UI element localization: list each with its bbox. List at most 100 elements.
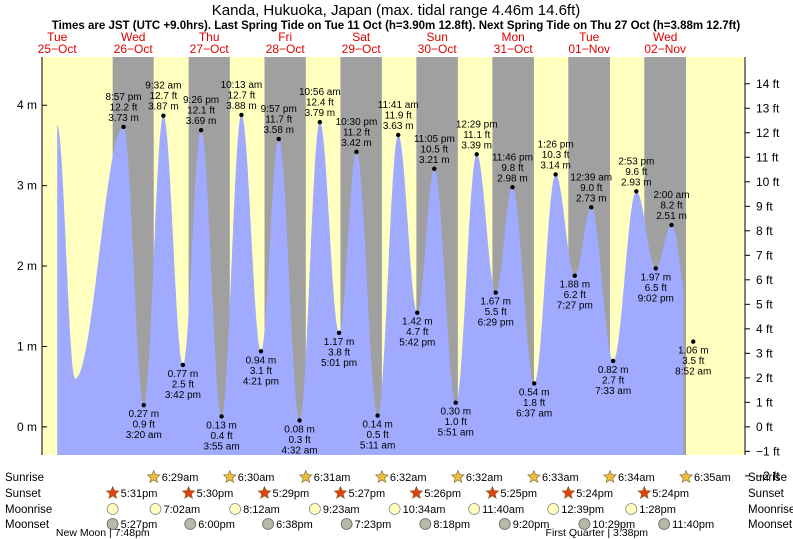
low-tide-label: 0.27 m [128, 409, 159, 420]
low-tide-label: 6:29 pm [478, 318, 514, 329]
row-label-left: Sunrise [5, 472, 44, 484]
moonrise-icon [309, 503, 321, 515]
sunrise-icon [374, 469, 389, 483]
low-tide-label: 0.82 m [598, 365, 629, 376]
tide-extreme-point [336, 330, 342, 335]
sunset-time: 5:27pm [348, 488, 385, 500]
high-tide-label: 2.93 m [621, 177, 652, 188]
tide-extreme-point [634, 189, 639, 194]
day-name-label: Wed [121, 30, 145, 44]
tide-extreme-point [510, 185, 515, 190]
moonrise-time: 10:34am [403, 504, 446, 516]
tide-extreme-point [553, 172, 558, 177]
feet-tick-label: 14 ft [756, 77, 780, 91]
low-tide-label: 2.7 ft [602, 375, 624, 386]
tide-extreme-point [572, 273, 577, 278]
tide-curve [57, 114, 684, 456]
low-tide-label: 5:01 pm [321, 358, 357, 369]
moonrise-time: 7:02am [163, 504, 200, 516]
low-tide-label: 3:20 am [126, 430, 162, 441]
high-tide-label: 10.3 ft [542, 150, 570, 161]
sunrise-icon [222, 469, 237, 483]
tide-extreme-point [276, 136, 281, 142]
low-tide-label: 5:51 am [438, 428, 474, 439]
low-tide-label: 3.8 ft [328, 347, 350, 358]
high-tide-label: 9.0 ft [580, 183, 602, 194]
low-tide-label: 6.2 ft [564, 290, 586, 301]
high-tide-label: 9:26 pm [183, 95, 219, 106]
high-tide-label: 3.42 m [341, 138, 372, 149]
high-tide-label: 11.9 ft [385, 110, 412, 121]
low-tide-label: 4.7 ft [406, 327, 428, 338]
moonrise-time: 11:40am [482, 504, 524, 516]
low-tide-label: 1.06 m [678, 346, 709, 357]
sunset-time: 5:24pm [652, 488, 689, 500]
tide-extreme-point [589, 205, 594, 210]
low-tide-label: 1.67 m [480, 297, 511, 308]
high-tide-label: 11.2 ft [343, 127, 370, 138]
feet-tick-label: 10 ft [756, 175, 780, 189]
tide-extreme-point [297, 418, 302, 423]
moonrise-icon [229, 503, 242, 515]
low-tide-label: 4:32 am [281, 445, 317, 456]
moonset-time: 6:38pm [276, 519, 313, 531]
tide-extreme-point [474, 152, 479, 157]
high-tide-label: 10:13 am [221, 80, 263, 91]
row-label-right: Sunrise [748, 472, 787, 484]
high-tide-label: 2.98 m [497, 173, 528, 184]
day-date-label: 01−Nov [568, 42, 610, 56]
high-tide-label: 2.73 m [576, 193, 607, 204]
tide-extreme-point [453, 400, 458, 405]
day-name-label: Sun [427, 30, 448, 44]
tide-extreme-point [396, 132, 401, 138]
feet-tick-label: 1 ft [756, 395, 773, 409]
high-tide-label: 11:05 pm [414, 134, 455, 145]
sunset-icon [181, 485, 196, 499]
meter-tick-label: 4 m [17, 98, 37, 112]
high-tide-label: 3.63 m [383, 121, 414, 132]
low-tide-label: 3.1 ft [250, 366, 272, 377]
day-date-label: 29−Oct [342, 42, 382, 56]
moonrise-icon [547, 503, 560, 515]
day-name-label: Tue [47, 30, 68, 44]
day-date-label: 30−Oct [418, 42, 458, 56]
high-tide-label: 2:00 am [653, 190, 689, 201]
low-tide-label: 7:27 pm [557, 301, 593, 312]
tide-extreme-point [180, 362, 186, 368]
row-label-left: Moonrise [5, 504, 52, 516]
feet-tick-label: 11 ft [756, 150, 779, 164]
high-tide-label: 9:57 pm [261, 104, 297, 115]
sunset-time: 5:29pm [273, 488, 310, 500]
moonset-icon [498, 518, 511, 530]
day-date-label: 25−Oct [38, 42, 78, 56]
tide-extreme-point [161, 113, 166, 118]
moonrise-icon [388, 503, 401, 515]
low-tide-label: 0.77 m [168, 369, 199, 380]
row-label-right: Moonrise [748, 504, 793, 516]
feet-tick-label: 13 ft [756, 101, 780, 115]
moonrise-icon [149, 503, 162, 515]
meter-tick-label: 0 m [17, 420, 37, 434]
sunset-time: 5:26pm [424, 488, 461, 500]
sunrise-icon [298, 469, 313, 483]
tide-area [57, 114, 684, 456]
moonrise-time: 12:39pm [561, 504, 604, 516]
meter-tick-label: 3 m [17, 179, 37, 193]
moonrise-time: 8:12am [243, 504, 280, 516]
sunrise-time: 6:29am [162, 472, 199, 484]
low-tide-label: 1.8 ft [523, 398, 545, 409]
tide-extreme-point [493, 290, 498, 295]
sunset-icon [485, 485, 500, 499]
sunset-time: 5:25pm [500, 488, 537, 500]
high-tide-label: 9:32 am [145, 81, 181, 92]
sunrise-time: 6:34am [618, 472, 655, 484]
feet-tick-label: −1 ft [756, 444, 780, 458]
sunrise-icon [679, 469, 693, 483]
low-tide-label: 5.5 ft [485, 307, 507, 318]
low-tide-label: 0.4 ft [210, 431, 232, 442]
low-tide-label: 2.5 ft [172, 379, 194, 390]
day-date-label: 02−Nov [644, 42, 686, 56]
row-label-left: Moonset [5, 519, 50, 531]
row-label-left: Sunset [5, 488, 42, 500]
